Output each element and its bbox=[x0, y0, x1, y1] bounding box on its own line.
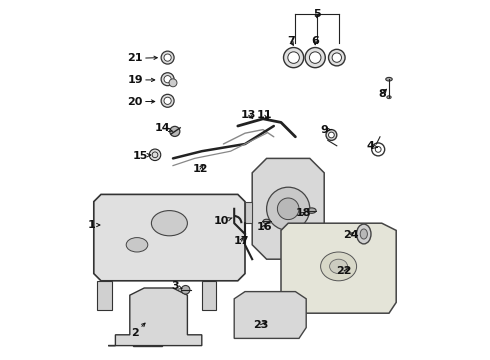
Ellipse shape bbox=[305, 48, 325, 68]
Ellipse shape bbox=[320, 252, 357, 281]
Text: 23: 23 bbox=[253, 320, 268, 330]
Polygon shape bbox=[281, 223, 396, 313]
Ellipse shape bbox=[164, 76, 171, 83]
Text: 4: 4 bbox=[367, 141, 377, 151]
Ellipse shape bbox=[387, 96, 391, 99]
Text: 24: 24 bbox=[343, 230, 358, 240]
Ellipse shape bbox=[151, 211, 187, 236]
Ellipse shape bbox=[263, 219, 270, 224]
Ellipse shape bbox=[307, 208, 316, 213]
Ellipse shape bbox=[310, 52, 321, 63]
Bar bbox=[144, 338, 151, 346]
Ellipse shape bbox=[277, 198, 299, 220]
Polygon shape bbox=[234, 292, 306, 338]
Polygon shape bbox=[98, 281, 112, 310]
Ellipse shape bbox=[126, 238, 148, 252]
Text: 21: 21 bbox=[127, 53, 157, 63]
Ellipse shape bbox=[169, 79, 177, 87]
Text: 20: 20 bbox=[127, 96, 155, 107]
Text: 18: 18 bbox=[296, 208, 312, 218]
Bar bbox=[133, 299, 162, 346]
Ellipse shape bbox=[328, 49, 345, 66]
Text: 5: 5 bbox=[313, 9, 321, 19]
Text: 14: 14 bbox=[154, 123, 173, 133]
Text: 16: 16 bbox=[256, 222, 272, 232]
Ellipse shape bbox=[360, 229, 368, 239]
Circle shape bbox=[149, 149, 161, 161]
Ellipse shape bbox=[284, 48, 304, 68]
Text: 6: 6 bbox=[311, 36, 319, 46]
Ellipse shape bbox=[164, 97, 171, 104]
Ellipse shape bbox=[328, 132, 334, 138]
Text: 12: 12 bbox=[192, 164, 208, 174]
Text: 15: 15 bbox=[132, 150, 150, 161]
Ellipse shape bbox=[386, 77, 392, 81]
Polygon shape bbox=[245, 202, 252, 223]
Polygon shape bbox=[94, 194, 245, 281]
Text: 10: 10 bbox=[214, 216, 232, 226]
Ellipse shape bbox=[288, 52, 299, 63]
Polygon shape bbox=[252, 158, 324, 259]
Ellipse shape bbox=[326, 130, 337, 140]
Ellipse shape bbox=[357, 224, 371, 244]
Ellipse shape bbox=[330, 259, 347, 274]
Text: 7: 7 bbox=[287, 36, 295, 46]
Ellipse shape bbox=[161, 73, 174, 86]
Polygon shape bbox=[108, 288, 202, 346]
Text: 3: 3 bbox=[171, 281, 182, 291]
Text: 19: 19 bbox=[127, 75, 155, 85]
Text: 17: 17 bbox=[234, 236, 249, 246]
Text: 11: 11 bbox=[257, 110, 272, 120]
Ellipse shape bbox=[267, 187, 310, 230]
Text: 1: 1 bbox=[88, 220, 100, 230]
Ellipse shape bbox=[164, 54, 171, 61]
Bar bbox=[144, 299, 151, 306]
Circle shape bbox=[170, 126, 180, 136]
Text: 2: 2 bbox=[131, 323, 145, 338]
Circle shape bbox=[181, 285, 190, 294]
Text: 9: 9 bbox=[320, 125, 331, 135]
Ellipse shape bbox=[161, 51, 174, 64]
Ellipse shape bbox=[375, 147, 381, 152]
Ellipse shape bbox=[332, 53, 342, 62]
Text: 8: 8 bbox=[379, 89, 387, 99]
Polygon shape bbox=[202, 281, 216, 310]
Text: 13: 13 bbox=[241, 110, 256, 120]
Ellipse shape bbox=[161, 94, 174, 107]
Text: 22: 22 bbox=[336, 266, 352, 276]
